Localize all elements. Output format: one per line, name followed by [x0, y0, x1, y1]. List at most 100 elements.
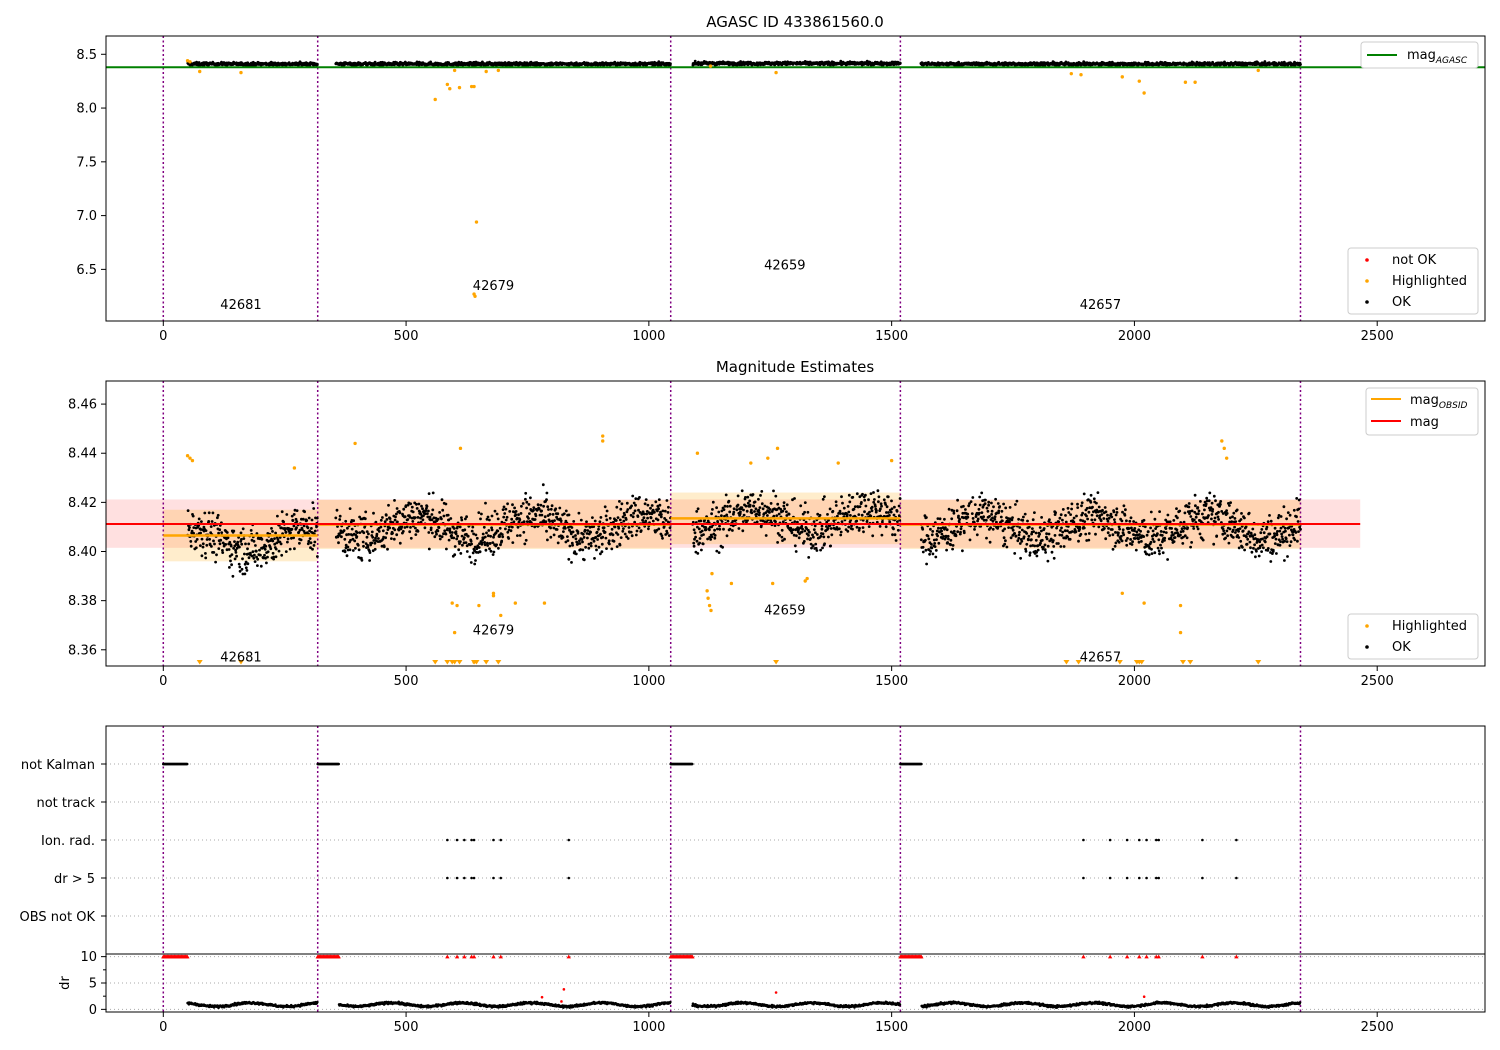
- ok-point: [841, 501, 844, 505]
- ok-point: [392, 537, 396, 541]
- ok-point: [338, 514, 342, 518]
- ok-point: [926, 534, 930, 538]
- highlighted-point: [496, 68, 501, 73]
- ok-point: [533, 518, 537, 521]
- ok-point: [550, 504, 554, 508]
- ok-point: [603, 505, 607, 509]
- ok-point: [438, 511, 441, 514]
- ok-point: [608, 516, 612, 520]
- ok-point: [552, 533, 556, 537]
- ok-point: [993, 515, 997, 519]
- ok-point: [567, 513, 571, 517]
- ok-point: [665, 499, 669, 502]
- ok-point: [737, 527, 741, 530]
- ok-point: [355, 531, 359, 534]
- ok-point: [313, 540, 317, 544]
- ok-point: [580, 538, 584, 541]
- ok-point: [543, 515, 547, 519]
- ok-point: [870, 509, 874, 513]
- ok-point: [549, 535, 553, 539]
- ok-point: [753, 510, 756, 513]
- ok-point: [269, 547, 273, 551]
- ok-point: [301, 517, 305, 521]
- ok-point: [291, 519, 295, 522]
- ok-point: [548, 512, 552, 516]
- ok-point: [722, 508, 726, 511]
- ok-point: [597, 527, 600, 531]
- ok-point: [713, 536, 717, 540]
- ok-point: [851, 495, 855, 499]
- ok-point: [855, 492, 859, 496]
- ok-point: [516, 525, 520, 529]
- ok-point: [514, 513, 518, 517]
- ok-point: [247, 556, 251, 560]
- ok-point: [968, 538, 972, 542]
- ok-point: [264, 544, 268, 548]
- ok-point: [410, 505, 414, 509]
- ok-point: [1076, 502, 1079, 506]
- ok-point: [635, 529, 639, 533]
- ok-point: [1075, 514, 1078, 518]
- ok-point: [822, 535, 826, 539]
- ok-point: [634, 497, 638, 500]
- ok-point: [696, 507, 700, 511]
- ok-point: [1059, 529, 1062, 532]
- ok-point: [821, 497, 825, 501]
- ok-point: [646, 503, 650, 507]
- ok-point: [1061, 508, 1065, 511]
- ok-point: [453, 545, 457, 548]
- ok-point: [199, 544, 202, 547]
- ok-point: [746, 495, 750, 499]
- ok-point: [393, 499, 396, 502]
- ok-point: [785, 503, 789, 507]
- ok-point: [562, 512, 566, 516]
- ok-point: [409, 502, 412, 506]
- ok-point: [1036, 548, 1040, 552]
- ok-point: [766, 514, 769, 517]
- ok-point: [645, 512, 649, 516]
- ok-point: [235, 554, 239, 558]
- ok-point: [1040, 538, 1044, 542]
- ok-point: [740, 506, 744, 509]
- ok-point: [808, 530, 811, 534]
- ok-point: [191, 514, 195, 518]
- ok-point: [940, 529, 943, 533]
- ok-point: [1046, 559, 1050, 563]
- ok-point: [725, 513, 729, 517]
- ok-point: [956, 530, 960, 534]
- ok-point: [943, 517, 946, 521]
- ok-point: [852, 507, 856, 511]
- ok-point: [207, 511, 211, 515]
- ok-point: [522, 530, 526, 534]
- ok-point: [245, 569, 249, 572]
- ok-point: [897, 504, 901, 508]
- ok-point: [360, 558, 364, 562]
- ok-point: [429, 526, 433, 530]
- ok-point: [495, 512, 499, 516]
- ok-point: [484, 548, 488, 552]
- ok-point: [1043, 548, 1047, 552]
- ok-point: [295, 520, 299, 523]
- ok-point: [930, 533, 934, 537]
- ok-point: [504, 527, 507, 531]
- ok-point: [601, 535, 605, 539]
- ok-point: [708, 528, 711, 532]
- ok-point: [204, 552, 207, 555]
- ok-point: [522, 520, 526, 523]
- ok-point: [368, 559, 371, 562]
- ok-point: [1024, 549, 1028, 553]
- ok-point: [254, 544, 257, 547]
- ok-point: [618, 543, 622, 547]
- ok-point: [873, 498, 876, 501]
- ok-point: [310, 518, 314, 522]
- ok-point: [492, 550, 496, 554]
- ok-point: [732, 510, 736, 514]
- ok-point: [836, 514, 839, 518]
- ok-point: [379, 525, 383, 529]
- ok-point: [240, 542, 244, 546]
- ok-point: [797, 536, 801, 540]
- ok-point: [830, 533, 834, 537]
- ok-point: [1033, 511, 1036, 514]
- ok-point: [1023, 512, 1027, 516]
- ok-point: [239, 531, 243, 535]
